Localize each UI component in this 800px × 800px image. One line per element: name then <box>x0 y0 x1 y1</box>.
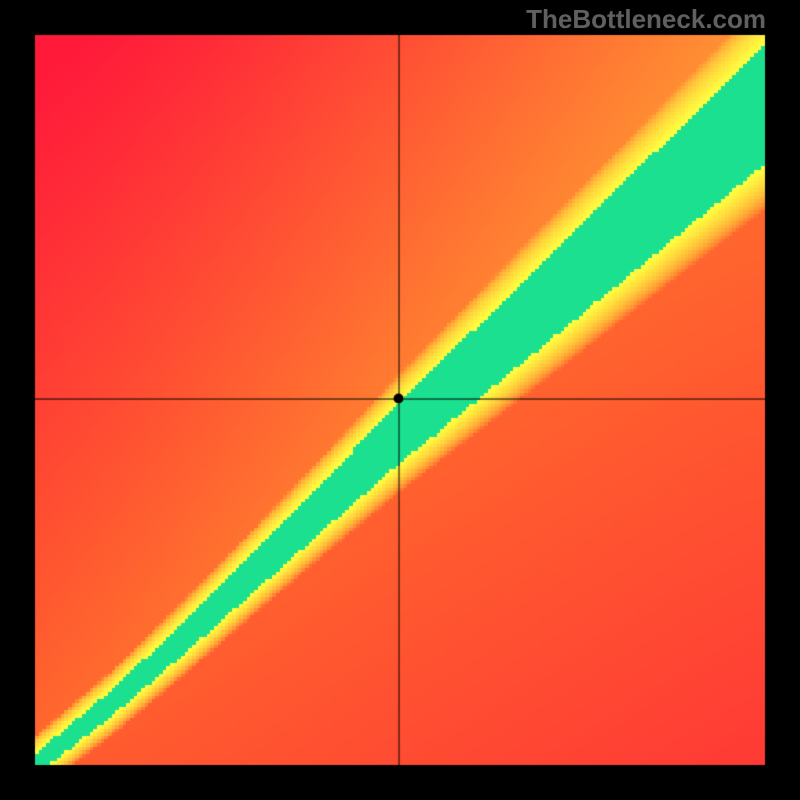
chart-container: { "canvas": { "width": 800, "height": 80… <box>0 0 800 800</box>
bottleneck-heatmap <box>0 0 800 800</box>
watermark-text: TheBottleneck.com <box>526 4 766 35</box>
